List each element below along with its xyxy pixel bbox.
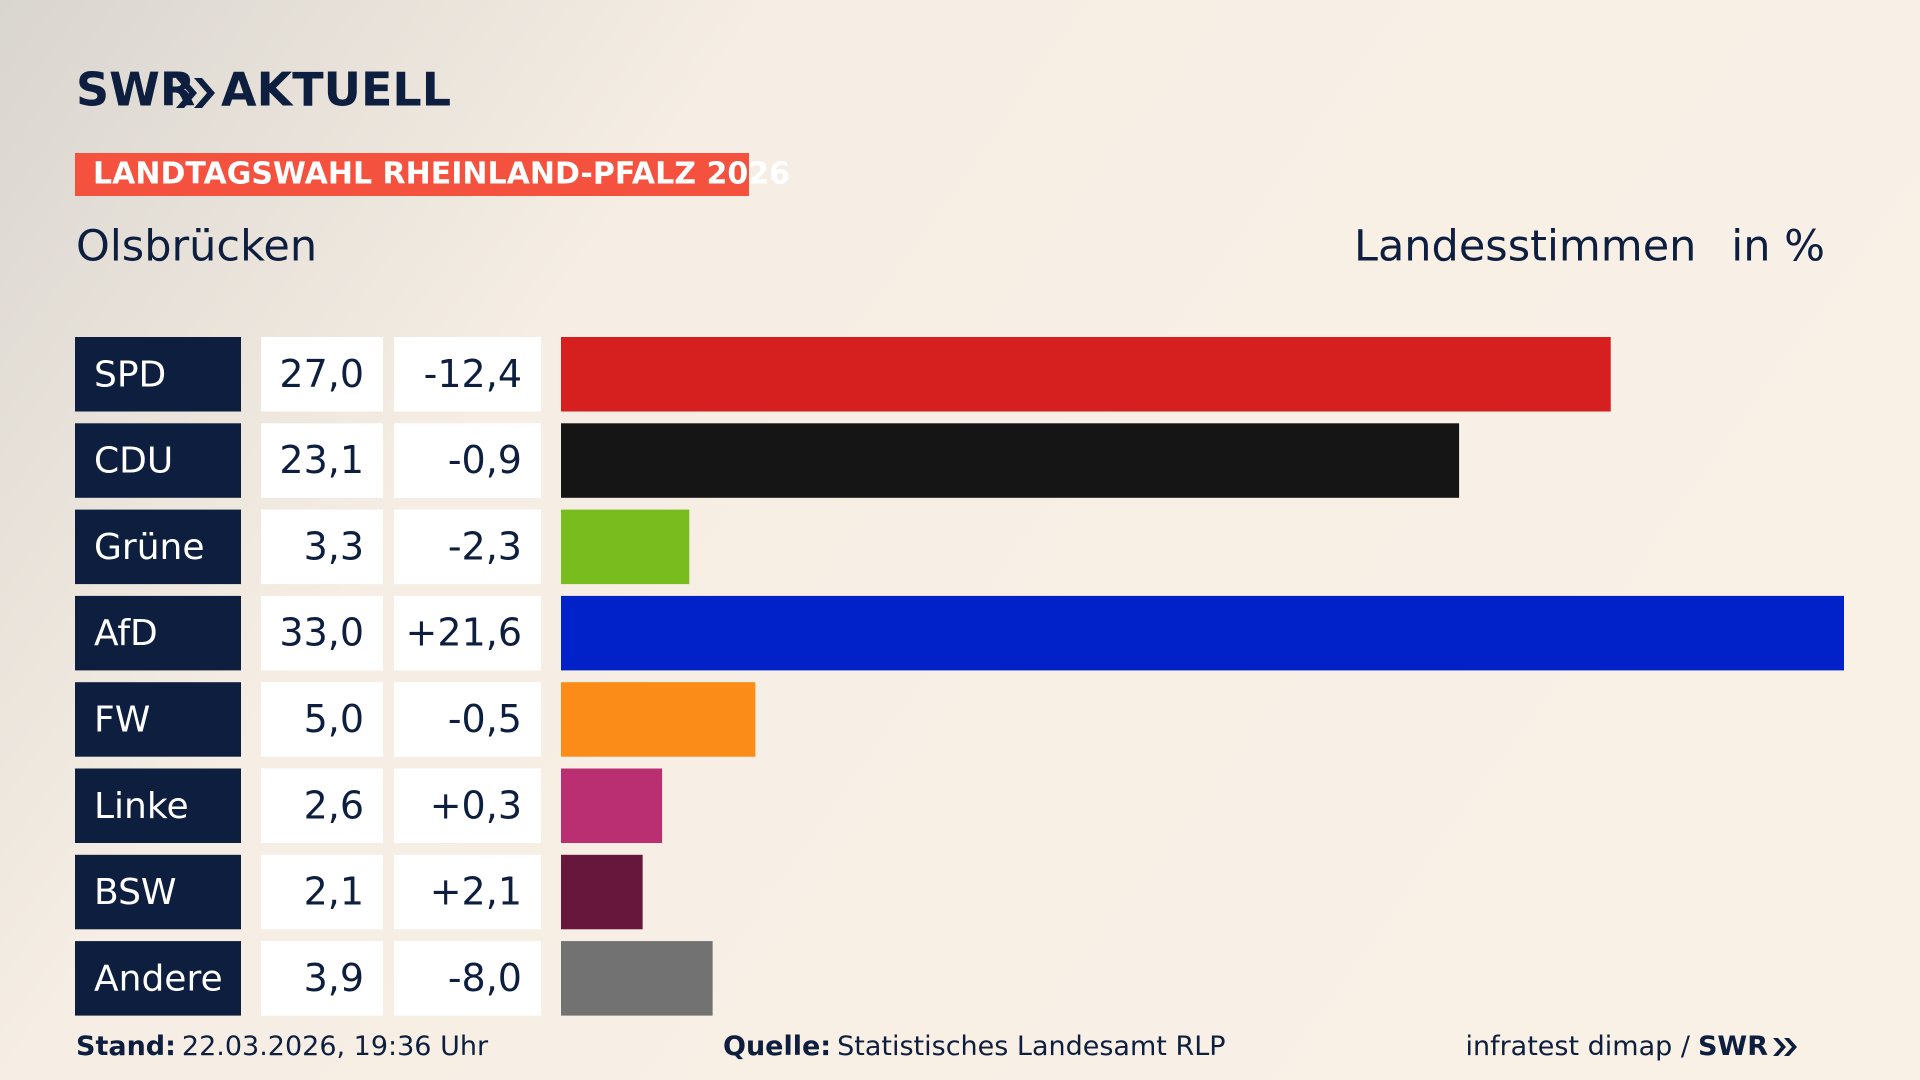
footer-source: Quelle: Statistisches Landesamt RLP	[723, 1031, 1226, 1062]
bar	[561, 595, 1844, 671]
bar	[561, 941, 713, 1016]
source-label: Quelle:	[723, 1031, 831, 1062]
value-box	[261, 854, 383, 930]
change-label: -2,3	[448, 524, 522, 568]
change-label: -0,9	[448, 438, 522, 482]
source-value: Statistisches Landesamt RLP	[837, 1031, 1225, 1062]
bar	[561, 682, 756, 757]
party-box	[75, 768, 241, 843]
value-box	[261, 423, 383, 498]
party-label: FW	[94, 699, 150, 740]
party-box	[75, 509, 241, 585]
change-box	[394, 423, 541, 498]
bar	[561, 337, 1611, 412]
change-box	[394, 595, 541, 671]
stand-value: 22.03.2026, 19:36 Uhr	[182, 1031, 489, 1062]
value-label: 5,0	[304, 697, 364, 741]
value-box	[261, 509, 383, 585]
footer: Stand: 22.03.2026, 19:36 Uhr Quelle: Stati…	[76, 1031, 1797, 1062]
party-label: CDU	[94, 441, 173, 482]
chart-title: Olsbrücken	[76, 222, 317, 272]
party-box	[75, 854, 241, 930]
logo-chevrons	[176, 78, 215, 108]
change-label: -0,5	[448, 697, 522, 741]
change-box	[394, 941, 541, 1016]
value-box	[261, 941, 383, 1016]
value-label: 27,0	[279, 352, 364, 396]
party-box	[75, 595, 241, 671]
change-box	[394, 768, 541, 843]
value-box	[261, 768, 383, 843]
party-box	[75, 337, 241, 412]
change-label: -12,4	[424, 352, 522, 396]
party-label: Linke	[94, 786, 189, 827]
value-label: 2,1	[304, 870, 364, 914]
credit: infratest dimap /	[1465, 1031, 1690, 1062]
party-box	[75, 423, 241, 498]
logo-text: AKTUELL	[221, 63, 451, 117]
party-label: Grüne	[94, 527, 204, 568]
change-label: +21,6	[406, 611, 522, 655]
value-box	[261, 682, 383, 757]
party-label: Andere	[94, 958, 223, 999]
change-label: +0,3	[430, 783, 522, 827]
party-label: AfD	[94, 613, 158, 654]
footer-credit: infratest dimap / SWR	[1465, 1031, 1768, 1062]
badge-text: LANDTAGSWAHL RHEINLAND-PFALZ 2026	[93, 157, 790, 192]
party-box	[75, 682, 241, 757]
unit-label: in %	[1731, 222, 1825, 272]
logo-text: SWR	[76, 63, 195, 117]
stand-label: Stand:	[76, 1031, 176, 1062]
bar	[561, 423, 1460, 498]
credit-brand: SWR	[1698, 1031, 1768, 1062]
party-box	[75, 941, 241, 1016]
change-label: -8,0	[448, 956, 522, 1000]
party-label: BSW	[94, 872, 177, 913]
credit-chevrons	[1773, 1038, 1797, 1056]
value-label: 3,3	[304, 524, 364, 568]
party-label: SPD	[94, 354, 166, 395]
badge	[75, 153, 749, 196]
logo: SWR AKTUELL	[76, 63, 451, 117]
bar	[561, 768, 663, 843]
value-label: 23,1	[279, 438, 364, 482]
change-box	[394, 337, 541, 412]
change-box	[394, 854, 541, 930]
value-box	[261, 337, 383, 412]
footer-stand: Stand: 22.03.2026, 19:36 Uhr	[76, 1031, 489, 1062]
value-label: 2,6	[304, 783, 364, 827]
change-box	[394, 509, 541, 585]
value-label: 3,9	[304, 956, 364, 1000]
bar	[561, 854, 643, 930]
value-box	[261, 595, 383, 671]
bar	[561, 509, 690, 585]
chart-subtitle: Landesstimmen	[1354, 222, 1696, 272]
change-box	[394, 682, 541, 757]
rows: SPD 27,0 -12,4 CDU 23,1 -0,9 Grüne 3,3 -2,3 AfD 33…	[75, 337, 1844, 1016]
value-label: 33,0	[279, 611, 364, 655]
change-label: +2,1	[430, 870, 522, 914]
